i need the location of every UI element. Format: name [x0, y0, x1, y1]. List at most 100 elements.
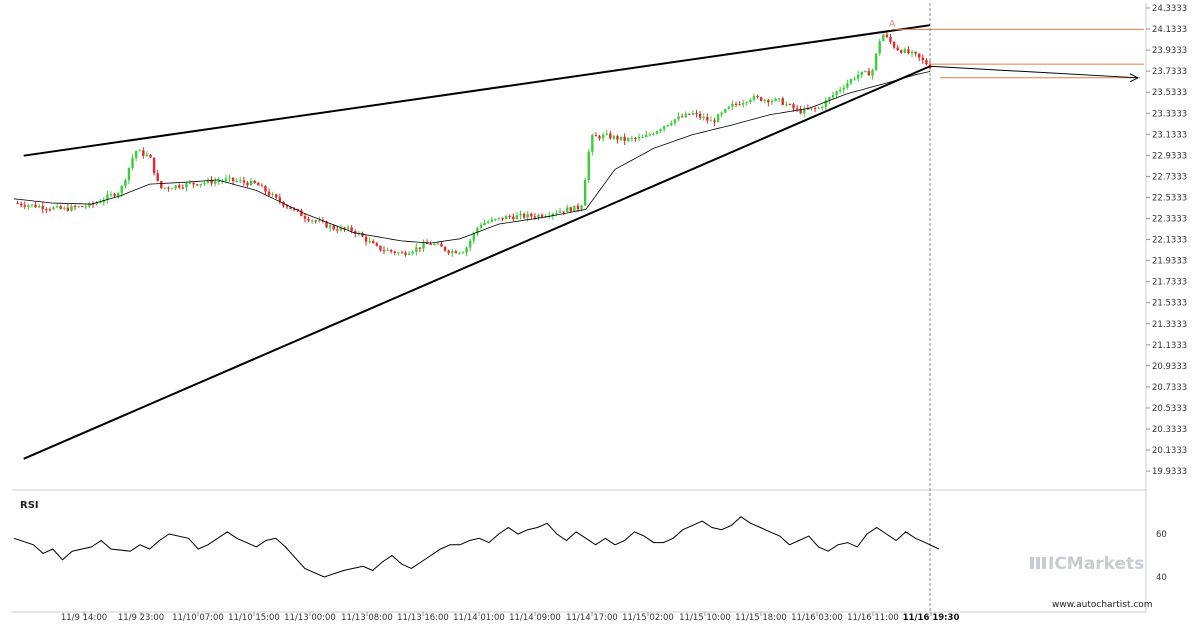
candle — [116, 191, 120, 199]
candle — [292, 206, 296, 212]
broker-logo: ICMarkets — [1048, 554, 1144, 574]
website-link[interactable]: www.autochartist.com — [1052, 600, 1153, 610]
candle — [691, 110, 695, 116]
candle-body — [555, 212, 558, 214]
candle — [864, 70, 867, 73]
candle — [84, 203, 88, 210]
candle-body — [799, 108, 802, 114]
candle-body — [271, 194, 274, 196]
y-tick-label: 20.3333 — [1152, 425, 1187, 435]
candle-body — [239, 180, 242, 182]
y-tick-label: 23.5333 — [1152, 88, 1187, 98]
rsi-line — [13, 516, 940, 578]
candle-body — [889, 36, 892, 43]
candle-body — [824, 100, 828, 107]
y-tick-label: 21.5333 — [1152, 299, 1187, 309]
candle — [267, 188, 271, 197]
candle — [842, 84, 845, 94]
candle-body — [623, 136, 626, 141]
candle-body — [925, 60, 928, 65]
candle-body — [454, 251, 458, 254]
candle-body — [124, 180, 127, 187]
candle — [16, 200, 19, 205]
candle — [156, 169, 159, 182]
candle — [609, 130, 612, 140]
candle-body — [418, 247, 422, 249]
candle-body — [174, 185, 177, 189]
candle-body — [134, 151, 138, 158]
rsi-level-label: 40 — [1156, 573, 1167, 583]
candle — [569, 206, 572, 213]
candle-body — [900, 50, 903, 53]
candle-body — [217, 181, 220, 183]
candle-body — [576, 205, 580, 210]
x-tick-label: 11/10 07:00 — [172, 613, 224, 623]
candle — [666, 124, 669, 127]
candle-body — [515, 215, 519, 220]
candle-body — [246, 182, 249, 186]
candle — [637, 133, 641, 142]
candle — [634, 136, 637, 142]
candle-body — [465, 247, 468, 253]
candle-body — [648, 134, 652, 136]
candle-body — [422, 243, 425, 249]
candle — [795, 105, 799, 112]
candle — [375, 241, 379, 247]
candle — [389, 249, 393, 254]
candle — [210, 176, 213, 187]
candle-body — [903, 49, 907, 53]
candle-body — [759, 97, 763, 101]
x-axis: 11/9 14:00 11/9 23:00 11/10 07:00 11/10 15:… — [61, 612, 959, 623]
candle — [124, 178, 127, 189]
candle-body — [415, 247, 418, 252]
candle-body — [846, 83, 849, 88]
candle-body — [709, 120, 713, 122]
candle-body — [88, 203, 91, 207]
candle-body — [346, 227, 350, 230]
candle-body — [627, 138, 630, 141]
candle — [167, 186, 170, 192]
candle-body — [691, 113, 695, 115]
candle — [738, 101, 741, 106]
candle-body — [149, 154, 152, 158]
candle — [612, 134, 616, 141]
candle — [856, 70, 860, 82]
candle-body — [630, 138, 634, 140]
candle-body — [275, 194, 278, 198]
candle — [70, 204, 73, 212]
candle — [131, 154, 134, 171]
candle-body — [490, 219, 493, 222]
candle — [343, 226, 346, 233]
candle-body — [131, 157, 134, 168]
candle-body — [379, 245, 382, 251]
candle — [777, 98, 781, 103]
candle — [598, 134, 601, 141]
candle — [346, 224, 350, 231]
candle — [102, 196, 106, 206]
candle — [497, 217, 501, 221]
candle — [328, 223, 332, 232]
candle — [576, 203, 580, 212]
candle — [928, 60, 932, 70]
candle — [386, 247, 389, 251]
candle-body — [587, 151, 590, 180]
candle-body — [641, 136, 644, 138]
y-tick-label: 21.9333 — [1152, 257, 1187, 267]
candle-body — [152, 157, 156, 174]
candle-body — [278, 197, 282, 202]
candle-body — [224, 178, 228, 181]
x-tick-label: 11/13 00:00 — [284, 613, 336, 623]
candle — [709, 116, 713, 122]
candle — [289, 206, 292, 210]
candle — [239, 177, 242, 184]
candle-body — [314, 220, 317, 222]
candle-body — [192, 182, 195, 185]
candle — [246, 181, 249, 188]
candle-body — [677, 116, 680, 120]
y-tick-label: 24.1333 — [1152, 25, 1187, 35]
y-tick-label: 22.1333 — [1152, 236, 1187, 246]
candle-body — [878, 41, 881, 54]
candle — [336, 225, 339, 234]
candle-body — [199, 183, 202, 186]
